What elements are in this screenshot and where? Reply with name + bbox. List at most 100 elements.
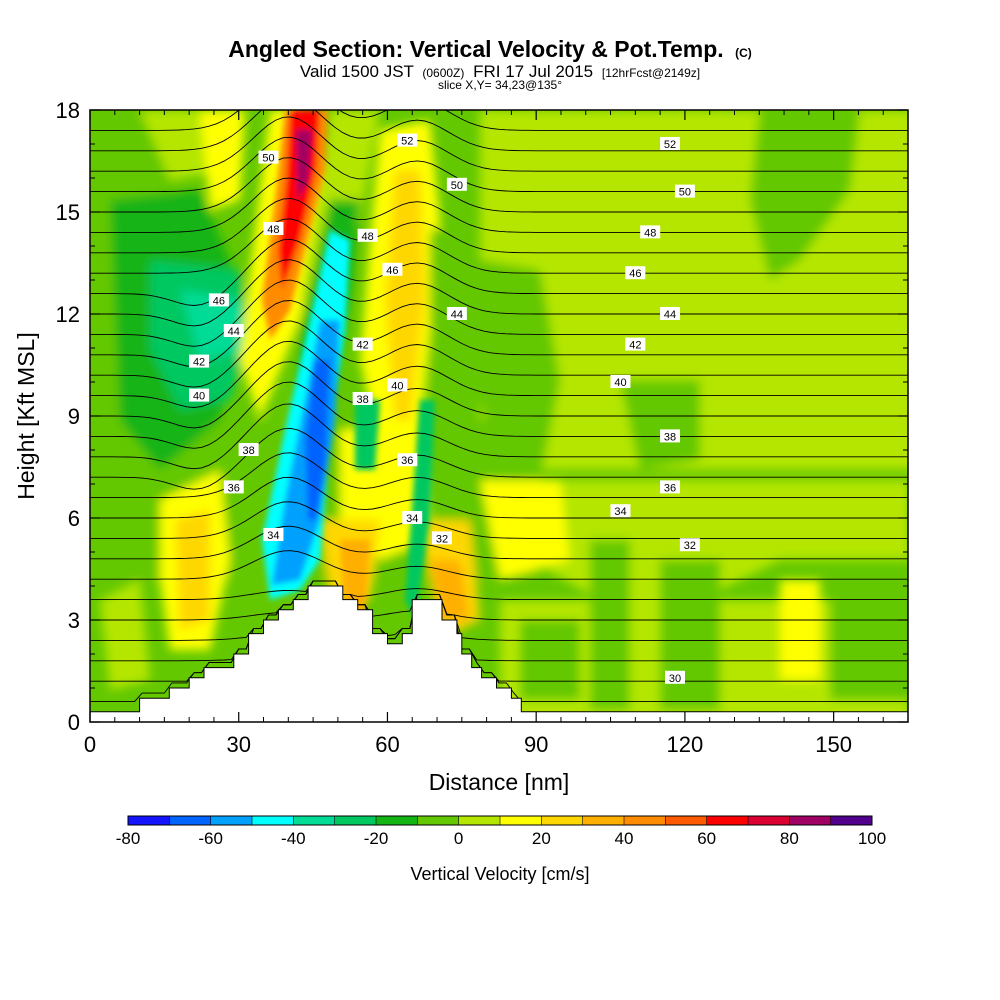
isentrope-label-bg bbox=[189, 388, 210, 402]
colorbar-swatch bbox=[541, 816, 584, 825]
colorbar-tick-label: -20 bbox=[364, 829, 389, 848]
isentrope-line bbox=[90, 340, 908, 408]
isentrope-label: 42 bbox=[189, 354, 210, 369]
colorbar-label: Vertical Velocity [cm/s] bbox=[410, 864, 589, 884]
isentrope-line bbox=[90, 116, 908, 172]
isentrope-line bbox=[90, 525, 908, 560]
x-tick-label: 60 bbox=[375, 732, 399, 757]
colorbar-swatch bbox=[706, 816, 749, 825]
y-tick-label: 15 bbox=[56, 200, 80, 225]
colorbar-tick-label: 100 bbox=[858, 829, 886, 848]
isentrope-label-bg bbox=[660, 480, 681, 494]
isentrope-label-bg bbox=[387, 378, 408, 392]
title-mark: (C) bbox=[735, 46, 752, 60]
isentrope-label-text: 44 bbox=[664, 309, 676, 321]
y-tick-label: 9 bbox=[68, 404, 80, 429]
isentrope-line bbox=[90, 259, 908, 327]
isentrope-label-text: 32 bbox=[684, 540, 696, 552]
isentrope-line bbox=[90, 238, 908, 306]
colorbar-tick-label: -80 bbox=[116, 829, 141, 848]
x-tick-label: 150 bbox=[815, 732, 852, 757]
isentrope-line bbox=[90, 501, 908, 539]
isentrope-label-bg bbox=[660, 307, 681, 320]
colorbar-tick-label: -60 bbox=[198, 829, 223, 848]
isentrope-line bbox=[90, 403, 908, 470]
isentrope-label-bg bbox=[397, 453, 418, 467]
isentrope-label-bg bbox=[664, 670, 685, 684]
isentrope-line bbox=[90, 320, 908, 388]
isentrope-label-text: 52 bbox=[664, 139, 676, 151]
isentrope-label: 48 bbox=[263, 222, 284, 236]
isentrope-label: 50 bbox=[258, 150, 279, 165]
isentrope-label: 30 bbox=[664, 670, 685, 685]
isentrope-label-bg bbox=[610, 375, 631, 388]
isentrope-line bbox=[90, 177, 908, 233]
isentrope-label-bg bbox=[208, 293, 229, 307]
colorbar-tick-labels: -80 -60 -40 -20 0 20 40 60 80 100 bbox=[116, 829, 886, 848]
isentrope-label-text: 40 bbox=[193, 391, 205, 403]
isentrope-label: 46 bbox=[625, 266, 646, 280]
isentrope-labels: 52 52 50 50 50 48 48 48 46 46 46 44 44 44 42 42 42 40 40 40… bbox=[189, 133, 700, 685]
isentrope-label: 46 bbox=[382, 262, 403, 277]
isentrope-label-text: 38 bbox=[357, 394, 369, 406]
isentrope-line bbox=[90, 198, 908, 254]
colorbar-swatch bbox=[376, 816, 418, 825]
isentrope-label-bg bbox=[431, 531, 452, 545]
colorbar-swatch bbox=[789, 816, 832, 825]
colorbar-swatch bbox=[334, 816, 377, 825]
isentrope-label: 48 bbox=[640, 225, 661, 239]
colorbar-swatch bbox=[458, 816, 501, 825]
isentrope-label-bg bbox=[660, 137, 681, 150]
isentrope-label-text: 42 bbox=[629, 340, 641, 352]
y-tick-label: 18 bbox=[56, 98, 80, 123]
colorbar-swatch bbox=[293, 816, 336, 825]
isentrope-label: 32 bbox=[679, 538, 700, 552]
y-tick-label: 3 bbox=[68, 608, 80, 633]
colorbar-swatch bbox=[417, 816, 460, 825]
colorbar-swatch bbox=[665, 816, 708, 825]
isentrope-label-bg bbox=[402, 511, 423, 524]
isentrope-line bbox=[90, 110, 908, 131]
isentrope-label-text: 50 bbox=[262, 153, 274, 165]
isentrope-label: 52 bbox=[660, 137, 681, 151]
isentrope-label-bg bbox=[352, 337, 373, 351]
isentrope-label: 44 bbox=[446, 307, 467, 321]
isentrope-label: 34 bbox=[263, 528, 284, 542]
isentrope-label-bg bbox=[446, 307, 467, 320]
isentrope-label-text: 44 bbox=[228, 326, 240, 338]
isentrope-label-text: 52 bbox=[401, 136, 413, 148]
isentrope-line bbox=[90, 157, 908, 213]
isentrope-label-bg bbox=[352, 392, 373, 405]
x-tick-label: 30 bbox=[226, 732, 250, 757]
isentrope-label: 50 bbox=[674, 184, 695, 199]
isentrope-label-text: 42 bbox=[357, 340, 369, 352]
subtitle-forecast: [12hrFcst@2149z] bbox=[602, 66, 700, 80]
isentrope-label-bg bbox=[263, 528, 284, 541]
isentrope-label: 34 bbox=[402, 511, 423, 525]
y-tick-label: 6 bbox=[68, 506, 80, 531]
isentrope-label-text: 46 bbox=[386, 265, 398, 277]
isentrope-label-text: 48 bbox=[267, 224, 279, 236]
colorbar-swatch bbox=[748, 816, 790, 825]
isentrope-label: 40 bbox=[387, 378, 408, 392]
isentrope-line bbox=[90, 580, 908, 641]
isentrope-label-text: 34 bbox=[614, 506, 626, 518]
isentrope-label: 38 bbox=[238, 443, 259, 457]
colorbar-swatch bbox=[624, 816, 666, 825]
isentrope-label: 40 bbox=[610, 375, 631, 389]
isentrope-label: 42 bbox=[352, 337, 373, 352]
isentrope-label-bg bbox=[660, 429, 681, 443]
isentrope-label-bg bbox=[189, 354, 210, 368]
isentrope-line bbox=[90, 476, 908, 519]
isentrope-label-text: 46 bbox=[629, 268, 641, 280]
isentrope-label-bg bbox=[640, 225, 661, 239]
isentrope-label-bg bbox=[223, 324, 244, 337]
isentrope-label: 44 bbox=[223, 324, 244, 338]
isentrope-label: 48 bbox=[357, 228, 378, 243]
colorbar-swatch bbox=[582, 816, 625, 825]
x-axis-label: Distance [nm] bbox=[429, 769, 570, 795]
isentrope-label: 44 bbox=[660, 307, 681, 321]
isentrope-label-bg bbox=[679, 538, 700, 552]
isentrope-label-bg bbox=[357, 228, 378, 242]
